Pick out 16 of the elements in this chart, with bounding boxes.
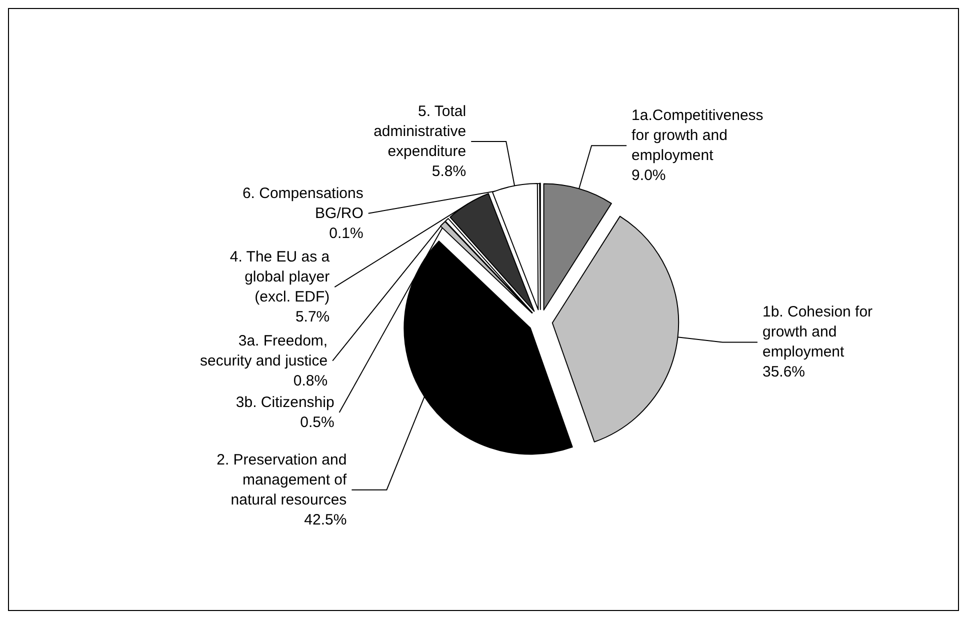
data-label: 35.6% bbox=[762, 364, 806, 381]
data-label: 0.1% bbox=[329, 224, 364, 242]
slice-label: 1b. Cohesion for growth and employment bbox=[762, 304, 873, 361]
data-label: 5.7% bbox=[295, 308, 330, 326]
slice-label: 2. Preservation and management of natural resources bbox=[216, 451, 348, 508]
slice-label: 5. Total administrative expenditure bbox=[374, 103, 466, 160]
data-label: 5.8% bbox=[432, 163, 466, 180]
data-label: 0.5% bbox=[300, 414, 334, 432]
slice-label: 6. Compensations BG/RO bbox=[242, 184, 364, 222]
slice-label: 4. The EU as a global player (excl. EDF) bbox=[230, 248, 330, 306]
data-label: 42.5% bbox=[304, 511, 347, 528]
slice-label: 3b. Citizenship bbox=[236, 394, 334, 412]
slice-label: 1a.Competitiveness for growth and employment bbox=[632, 107, 764, 164]
data-label: 9.0% bbox=[632, 167, 666, 184]
slice-label: 3a. Freedom, security and justice bbox=[200, 332, 328, 370]
data-label: 0.8% bbox=[293, 372, 328, 390]
